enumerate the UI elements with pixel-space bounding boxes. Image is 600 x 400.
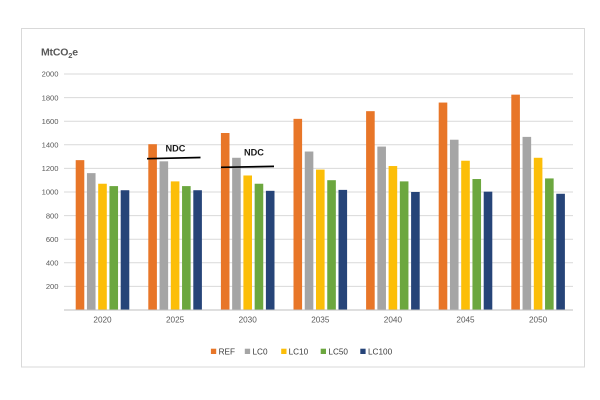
svg-text:LC10: LC10 [289, 347, 309, 356]
svg-text:400: 400 [46, 259, 59, 268]
svg-text:LC0: LC0 [253, 347, 268, 356]
svg-text:600: 600 [46, 235, 59, 244]
svg-text:1600: 1600 [42, 117, 59, 126]
svg-text:200: 200 [46, 282, 59, 291]
svg-text:2040: 2040 [384, 316, 403, 325]
svg-text:1800: 1800 [42, 93, 59, 102]
svg-text:2035: 2035 [311, 316, 330, 325]
svg-text:2020: 2020 [93, 316, 112, 325]
svg-text:NDC: NDC [166, 144, 186, 154]
svg-text:2030: 2030 [239, 316, 258, 325]
svg-text:800: 800 [46, 211, 59, 220]
svg-text:2000: 2000 [42, 70, 59, 79]
svg-text:1400: 1400 [42, 141, 59, 150]
svg-text:REF: REF [219, 347, 235, 356]
svg-text:1200: 1200 [42, 164, 59, 173]
svg-text:LC100: LC100 [368, 347, 393, 356]
svg-text:LC50: LC50 [328, 347, 348, 356]
svg-text:2025: 2025 [166, 316, 185, 325]
svg-text:NDC: NDC [244, 147, 264, 157]
svg-text:1000: 1000 [42, 188, 59, 197]
svg-text:MtCO2e: MtCO2e [41, 46, 78, 60]
svg-text:2045: 2045 [456, 316, 475, 325]
svg-text:2050: 2050 [529, 316, 548, 325]
